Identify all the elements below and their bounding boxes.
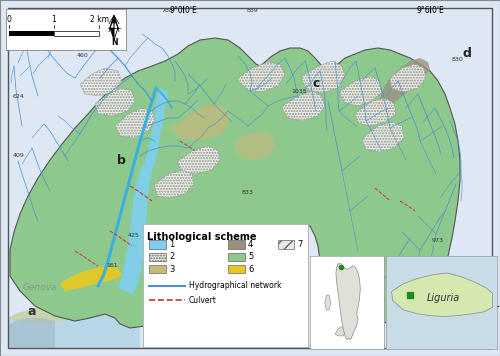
Text: 5: 5 bbox=[248, 252, 254, 261]
Polygon shape bbox=[80, 68, 122, 96]
Text: 1035: 1035 bbox=[291, 89, 307, 94]
Text: 0: 0 bbox=[6, 15, 12, 23]
Text: Culvert: Culvert bbox=[188, 296, 216, 305]
Bar bbox=[228, 252, 245, 261]
Polygon shape bbox=[362, 122, 404, 152]
Polygon shape bbox=[378, 58, 430, 114]
Polygon shape bbox=[340, 76, 382, 106]
Bar bbox=[149, 240, 166, 249]
Text: 2 km: 2 km bbox=[90, 15, 108, 23]
Text: Hydrographical network: Hydrographical network bbox=[188, 281, 281, 290]
Polygon shape bbox=[355, 98, 396, 126]
Text: 9°6.0'E: 9°6.0'E bbox=[416, 6, 444, 15]
Text: 460: 460 bbox=[76, 53, 88, 58]
Bar bbox=[9, 31, 54, 36]
Polygon shape bbox=[390, 64, 426, 92]
Polygon shape bbox=[10, 38, 460, 328]
Text: d: d bbox=[462, 47, 471, 60]
Text: c: c bbox=[312, 77, 320, 90]
Text: 409: 409 bbox=[13, 153, 25, 158]
Bar bbox=[149, 252, 166, 261]
Polygon shape bbox=[238, 62, 285, 92]
Text: 3: 3 bbox=[169, 265, 174, 274]
Text: 9°0.0'E: 9°0.0'E bbox=[169, 6, 197, 15]
Polygon shape bbox=[60, 266, 122, 291]
Text: Liguria: Liguria bbox=[427, 293, 460, 303]
Text: N: N bbox=[111, 38, 117, 47]
Polygon shape bbox=[115, 108, 155, 138]
Polygon shape bbox=[118, 88, 168, 294]
Polygon shape bbox=[302, 61, 345, 93]
Polygon shape bbox=[178, 146, 220, 174]
Bar bbox=[149, 265, 166, 273]
Text: 833: 833 bbox=[242, 190, 254, 195]
Polygon shape bbox=[235, 131, 275, 160]
Text: 6: 6 bbox=[248, 265, 254, 274]
Polygon shape bbox=[8, 318, 55, 348]
Polygon shape bbox=[8, 284, 120, 323]
Polygon shape bbox=[95, 88, 135, 116]
Polygon shape bbox=[110, 28, 114, 40]
Text: 2: 2 bbox=[169, 252, 174, 261]
Polygon shape bbox=[335, 327, 345, 336]
Text: 973: 973 bbox=[432, 238, 444, 243]
Bar bbox=[228, 240, 245, 249]
Text: a: a bbox=[28, 305, 36, 318]
Polygon shape bbox=[170, 104, 230, 141]
Text: 624: 624 bbox=[13, 94, 25, 99]
Polygon shape bbox=[114, 28, 118, 40]
Text: b: b bbox=[118, 154, 126, 167]
Polygon shape bbox=[8, 294, 140, 348]
Text: 425: 425 bbox=[128, 233, 140, 238]
Text: 161: 161 bbox=[106, 263, 118, 268]
Text: 1: 1 bbox=[169, 240, 174, 249]
Bar bbox=[228, 265, 245, 273]
Text: Lithological scheme: Lithological scheme bbox=[148, 232, 257, 242]
Polygon shape bbox=[392, 273, 492, 316]
Bar bbox=[54, 31, 99, 36]
Polygon shape bbox=[282, 91, 325, 121]
Text: 830: 830 bbox=[452, 57, 464, 62]
Text: Genova: Genova bbox=[22, 283, 57, 292]
Polygon shape bbox=[325, 295, 330, 310]
Polygon shape bbox=[155, 170, 194, 198]
Text: 889: 889 bbox=[246, 9, 258, 14]
Text: 7: 7 bbox=[298, 240, 303, 249]
Text: 4: 4 bbox=[248, 240, 254, 249]
Text: 788: 788 bbox=[162, 9, 173, 14]
Polygon shape bbox=[336, 264, 360, 340]
Text: 1: 1 bbox=[52, 15, 57, 23]
Text: 44°24.0'N: 44°24.0'N bbox=[487, 287, 496, 325]
Bar bbox=[278, 240, 294, 249]
